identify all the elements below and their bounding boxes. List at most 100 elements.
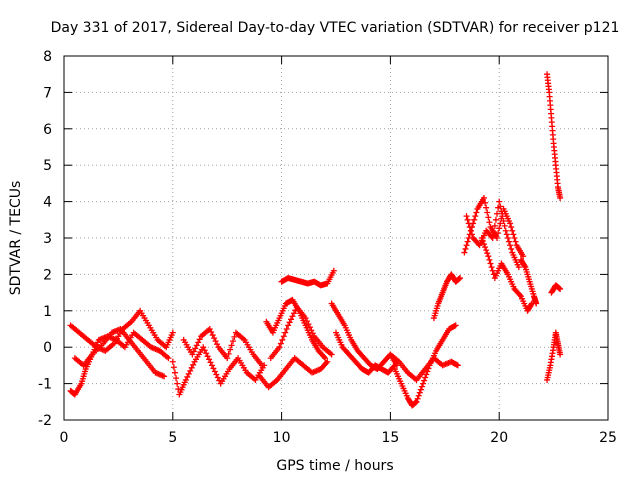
data-point-plus <box>282 329 289 336</box>
data-point-plus <box>193 342 200 349</box>
data-point-plus <box>464 238 471 245</box>
data-point-plus <box>279 336 286 343</box>
data-point-plus <box>488 233 495 240</box>
data-point-plus <box>203 350 210 357</box>
data-point-plus <box>196 336 203 343</box>
data-point-plus <box>420 380 427 387</box>
series-arc-6 <box>263 296 329 362</box>
data-point-plus <box>190 361 197 368</box>
data-point-plus <box>461 249 468 256</box>
series-arc-16 <box>463 198 522 271</box>
y-tick-label: 2 <box>43 267 52 283</box>
data-point-plus <box>173 375 180 382</box>
data-point-plus <box>457 275 464 282</box>
data-point-plus <box>491 222 498 229</box>
data-point-plus <box>471 216 478 223</box>
y-tick-label: 8 <box>43 49 52 65</box>
data-point-plus <box>511 235 518 241</box>
series-arc-7 <box>256 355 331 391</box>
data-point-plus <box>416 389 423 396</box>
data-point-plus <box>492 216 499 223</box>
data-point-plus <box>214 341 221 348</box>
data-point-plus <box>209 332 216 339</box>
data-point-plus <box>227 346 234 353</box>
y-tick-label: -2 <box>38 413 52 429</box>
data-point-plus <box>504 235 511 241</box>
data-point-plus <box>557 194 564 201</box>
data-point-plus <box>557 351 564 358</box>
data-point-plus <box>480 194 487 201</box>
data-point-plus <box>487 260 494 267</box>
data-point-plus <box>328 351 335 358</box>
data-point-plus <box>452 322 459 329</box>
data-point-plus <box>288 316 295 323</box>
data-point-plus <box>212 338 219 345</box>
series-arc-8 <box>267 304 335 362</box>
data-point-plus <box>259 362 266 369</box>
data-point-plus <box>169 329 176 336</box>
data-point-plus <box>488 264 495 271</box>
data-point-plus <box>497 203 504 210</box>
data-point-plus <box>188 364 195 371</box>
data-point-plus <box>211 368 218 375</box>
y-tick-label: 0 <box>43 340 52 356</box>
data-point-plus <box>228 342 235 349</box>
data-point-plus <box>508 245 515 252</box>
data-point-plus <box>473 209 480 216</box>
data-point-plus <box>469 231 475 238</box>
series-arc-9 <box>278 267 337 289</box>
data-point-plus <box>507 242 514 249</box>
data-point-plus <box>276 344 283 351</box>
data-point-plus <box>454 362 461 369</box>
data-point-plus <box>489 267 496 274</box>
data-point-plus <box>472 213 479 220</box>
data-point-plus <box>486 219 493 226</box>
data-point-plus <box>277 340 284 347</box>
data-point-plus <box>324 358 331 365</box>
data-point-plus <box>200 344 207 351</box>
data-point-plus <box>528 301 535 308</box>
data-point-plus <box>289 313 296 320</box>
data-point-plus <box>305 321 312 328</box>
series-arc-2 <box>67 307 176 354</box>
data-point-plus <box>207 359 214 366</box>
series-arc-20 <box>548 282 564 296</box>
data-point-plus <box>224 355 231 362</box>
y-tick-label: 3 <box>43 231 52 247</box>
data-point-plus <box>533 300 540 307</box>
data-point-plus <box>290 310 297 317</box>
data-point-plus <box>466 224 473 231</box>
data-point-plus <box>494 210 501 217</box>
x-axis-label: GPS time / hours <box>276 458 393 474</box>
data-point-plus <box>330 267 337 274</box>
data-point-plus <box>482 244 489 251</box>
data-point-plus <box>462 245 469 252</box>
data-point-plus <box>505 238 512 245</box>
data-point-plus <box>417 386 424 393</box>
data-point-plus <box>509 227 516 234</box>
data-point-plus <box>503 231 510 238</box>
x-tick-label: 20 <box>490 430 508 446</box>
y-tick-label: -1 <box>38 377 52 393</box>
data-point-plus <box>306 324 313 331</box>
data-point-plus <box>516 292 523 299</box>
data-point-plus <box>211 335 218 342</box>
y-tick-label: 4 <box>43 195 52 211</box>
data-point-plus <box>204 353 211 360</box>
data-point-plus <box>169 358 176 365</box>
data-point-plus <box>210 365 217 372</box>
data-point-plus <box>230 338 237 345</box>
series-arc-14 <box>430 271 464 322</box>
data-point-plus <box>195 339 202 346</box>
data-point-plus <box>496 225 503 232</box>
series-arc-19 <box>544 71 564 201</box>
chart-title: Day 331 of 2017, Sidereal Day-to-day VTE… <box>51 20 620 36</box>
data-point-plus <box>495 230 502 237</box>
data-point-plus <box>512 238 519 245</box>
data-point-plus <box>208 329 215 336</box>
data-point-plus <box>165 355 172 362</box>
data-point-plus <box>483 204 490 211</box>
data-point-plus <box>480 241 487 248</box>
data-point-plus <box>485 214 492 221</box>
data-point-plus <box>485 253 492 260</box>
